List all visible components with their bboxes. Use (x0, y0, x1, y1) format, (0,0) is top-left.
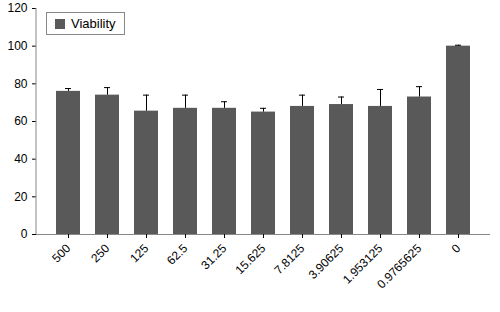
svg-text:7.8125: 7.8125 (271, 241, 307, 277)
svg-text:60: 60 (14, 114, 28, 128)
svg-text:20: 20 (14, 190, 28, 204)
svg-text:500: 500 (49, 241, 73, 265)
svg-text:15.625: 15.625 (232, 241, 268, 277)
svg-text:0.9765625: 0.9765625 (374, 241, 424, 291)
svg-text:62.5: 62.5 (164, 241, 191, 268)
svg-text:250: 250 (88, 241, 112, 265)
svg-text:80: 80 (14, 77, 28, 91)
svg-text:120: 120 (7, 1, 27, 15)
svg-text:40: 40 (14, 152, 28, 166)
svg-text:125: 125 (127, 241, 151, 265)
svg-text:0: 0 (449, 241, 464, 256)
svg-text:3.90625: 3.90625 (305, 241, 347, 282)
svg-text:0: 0 (21, 227, 28, 241)
svg-text:100: 100 (7, 39, 27, 53)
svg-text:31.25: 31.25 (198, 241, 229, 272)
html-text:Viability: Viability (71, 16, 116, 31)
svg-text:1.953125: 1.953125 (340, 241, 386, 287)
